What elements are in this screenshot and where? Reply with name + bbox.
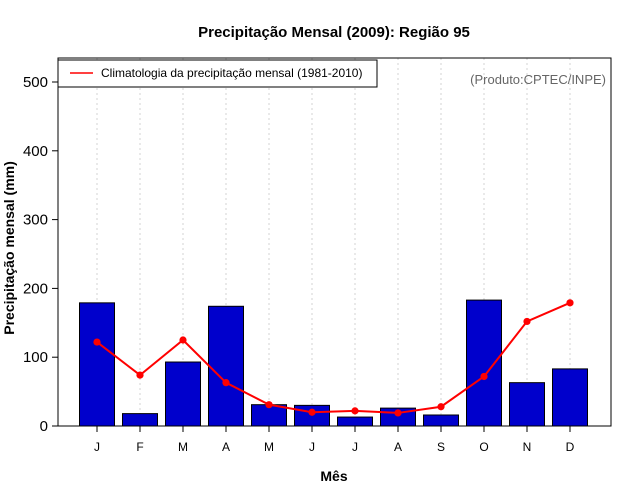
x-tick-label-8: A — [394, 440, 402, 454]
bar-4 — [208, 305, 244, 427]
bar-11 — [509, 382, 545, 427]
plot-frame — [57, 57, 612, 427]
bar-series — [79, 299, 588, 427]
legend-box — [57, 59, 378, 88]
y-axis: 0 100 200 300 400 500 — [23, 74, 58, 435]
x-tick-label-1: J — [94, 440, 100, 454]
product-credit: (Produto:CPTEC/INPE) — [470, 72, 606, 87]
legend: Climatologia da precipitação mensal (198… — [57, 59, 378, 88]
x-tick-label-2: F — [136, 440, 143, 454]
bar-10 — [466, 299, 502, 427]
climatology-point-5 — [265, 401, 273, 409]
x-tick-label-9: S — [437, 440, 445, 454]
bar-1 — [79, 302, 115, 427]
climatology-point-11 — [523, 317, 531, 326]
climatology-point-7 — [351, 407, 359, 415]
y-tick-label-100: 100 — [23, 349, 48, 366]
y-axis-label: Precipitação mensal (mm) — [1, 161, 17, 335]
climatology-point-10 — [480, 372, 488, 381]
y-tick-label-300: 300 — [23, 212, 48, 229]
climatology-point-2 — [136, 371, 144, 379]
climatology-point-4 — [222, 379, 230, 387]
y-tick-label-500: 500 — [23, 74, 48, 91]
climatology-point-1 — [93, 338, 101, 346]
x-tick-label-10: O — [479, 440, 488, 454]
bar-3 — [165, 361, 201, 427]
climatology-point-12 — [566, 299, 574, 307]
chart-title: Precipitação Mensal (2009): Região 95 — [198, 24, 470, 41]
x-tick-label-7: J — [352, 440, 358, 454]
climatology-point-6 — [308, 408, 316, 416]
bar-2 — [122, 413, 158, 427]
x-axis-label: Mês — [320, 468, 347, 484]
y-tick-label-400: 400 — [23, 143, 48, 160]
climatology-series — [93, 299, 574, 417]
x-tick-label-4: A — [222, 440, 230, 454]
x-tick-label-5: M — [264, 440, 274, 454]
bar-9 — [423, 414, 459, 427]
climatology-point-9 — [437, 403, 445, 411]
climatology-line — [96, 301, 571, 414]
y-tick-label-200: 200 — [23, 280, 48, 297]
legend-entry-climatology: Climatologia da precipitação mensal (198… — [101, 66, 362, 80]
x-tick-label-6: J — [309, 440, 315, 454]
bar-7 — [337, 416, 373, 427]
x-tick-label-11: N — [523, 440, 532, 454]
x-tick-label-12: D — [566, 440, 575, 454]
x-tick-label-3: M — [178, 440, 188, 454]
y-tick-label-0: 0 — [40, 418, 48, 435]
bar-12 — [552, 368, 588, 427]
climatology-point-8 — [394, 409, 402, 417]
climatology-point-3 — [179, 336, 187, 344]
